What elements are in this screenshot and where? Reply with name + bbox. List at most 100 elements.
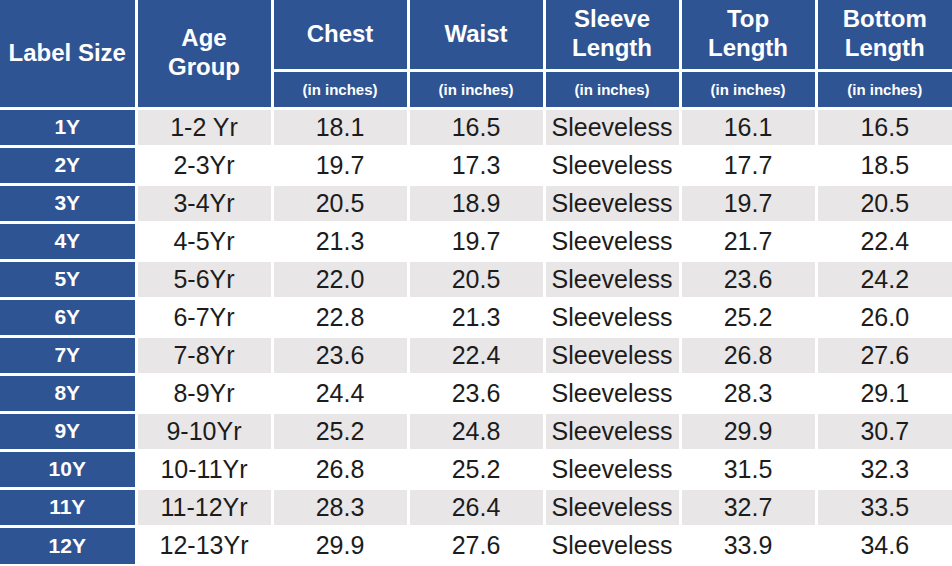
table-row: 1Y 1-2 Yr 18.1 16.5 Sleeveless 16.1 16.5 [0, 108, 952, 146]
sleeve-length-cell: Sleeveless [544, 450, 680, 488]
top-length-cell: 29.9 [680, 412, 816, 450]
label-size-cell: 3Y [0, 184, 136, 222]
label-size-cell: 5Y [0, 260, 136, 298]
bottom-length-cell: 30.7 [816, 412, 952, 450]
chest-cell: 23.6 [272, 336, 408, 374]
chest-cell: 28.3 [272, 488, 408, 526]
label-size-cell: 8Y [0, 374, 136, 412]
column-header-chest: Chest [272, 0, 408, 70]
waist-cell: 24.8 [408, 412, 544, 450]
column-subheader-bottom-length: (in inches) [816, 70, 952, 108]
column-header-top-length: Top Length [680, 0, 816, 70]
table-row: 10Y 10-11Yr 26.8 25.2 Sleeveless 31.5 32… [0, 450, 952, 488]
chest-cell: 18.1 [272, 108, 408, 146]
top-length-cell: 17.7 [680, 146, 816, 184]
chest-cell: 25.2 [272, 412, 408, 450]
top-length-cell: 21.7 [680, 222, 816, 260]
label-size-cell: 12Y [0, 526, 136, 564]
table-body: 1Y 1-2 Yr 18.1 16.5 Sleeveless 16.1 16.5… [0, 108, 952, 564]
label-size-cell: 11Y [0, 488, 136, 526]
table-row: 7Y 7-8Yr 23.6 22.4 Sleeveless 26.8 27.6 [0, 336, 952, 374]
bottom-length-cell: 26.0 [816, 298, 952, 336]
sleeve-length-cell: Sleeveless [544, 374, 680, 412]
column-header-sleeve-length: Sleeve Length [544, 0, 680, 70]
bottom-length-cell: 16.5 [816, 108, 952, 146]
waist-cell: 21.3 [408, 298, 544, 336]
label-size-cell: 1Y [0, 108, 136, 146]
label-size-cell: 9Y [0, 412, 136, 450]
top-length-cell: 31.5 [680, 450, 816, 488]
column-subheader-sleeve-length: (in inches) [544, 70, 680, 108]
top-length-cell: 19.7 [680, 184, 816, 222]
column-header-bottom-length: Bottom Length [816, 0, 952, 70]
chest-cell: 19.7 [272, 146, 408, 184]
sleeve-length-cell: Sleeveless [544, 298, 680, 336]
age-group-cell: 1-2 Yr [136, 108, 272, 146]
age-group-cell: 11-12Yr [136, 488, 272, 526]
bottom-length-cell: 34.6 [816, 526, 952, 564]
bottom-length-cell: 33.5 [816, 488, 952, 526]
top-length-cell: 16.1 [680, 108, 816, 146]
age-group-cell: 9-10Yr [136, 412, 272, 450]
age-group-cell: 4-5Yr [136, 222, 272, 260]
bottom-length-cell: 29.1 [816, 374, 952, 412]
waist-cell: 22.4 [408, 336, 544, 374]
sleeve-length-cell: Sleeveless [544, 108, 680, 146]
chest-cell: 26.8 [272, 450, 408, 488]
table-row: 12Y 12-13Yr 29.9 27.6 Sleeveless 33.9 34… [0, 526, 952, 564]
age-group-cell: 12-13Yr [136, 526, 272, 564]
sleeve-length-cell: Sleeveless [544, 488, 680, 526]
column-header-age-group: Age Group [136, 0, 272, 108]
chest-cell: 22.8 [272, 298, 408, 336]
age-group-cell: 2-3Yr [136, 146, 272, 184]
label-size-cell: 6Y [0, 298, 136, 336]
sleeve-length-cell: Sleeveless [544, 184, 680, 222]
label-size-cell: 10Y [0, 450, 136, 488]
chest-cell: 22.0 [272, 260, 408, 298]
top-length-cell: 23.6 [680, 260, 816, 298]
waist-cell: 17.3 [408, 146, 544, 184]
column-header-label-size: Label Size [0, 0, 136, 108]
label-size-cell: 4Y [0, 222, 136, 260]
label-size-cell: 7Y [0, 336, 136, 374]
bottom-length-cell: 27.6 [816, 336, 952, 374]
column-subheader-waist: (in inches) [408, 70, 544, 108]
label-size-cell: 2Y [0, 146, 136, 184]
chest-cell: 29.9 [272, 526, 408, 564]
table-row: 4Y 4-5Yr 21.3 19.7 Sleeveless 21.7 22.4 [0, 222, 952, 260]
age-group-cell: 6-7Yr [136, 298, 272, 336]
sleeve-length-cell: Sleeveless [544, 526, 680, 564]
waist-cell: 18.9 [408, 184, 544, 222]
sleeve-length-cell: Sleeveless [544, 336, 680, 374]
chest-cell: 24.4 [272, 374, 408, 412]
table-row: 6Y 6-7Yr 22.8 21.3 Sleeveless 25.2 26.0 [0, 298, 952, 336]
top-length-cell: 26.8 [680, 336, 816, 374]
chest-cell: 20.5 [272, 184, 408, 222]
sleeve-length-cell: Sleeveless [544, 412, 680, 450]
table-row: 9Y 9-10Yr 25.2 24.8 Sleeveless 29.9 30.7 [0, 412, 952, 450]
age-group-cell: 10-11Yr [136, 450, 272, 488]
top-length-cell: 32.7 [680, 488, 816, 526]
bottom-length-cell: 20.5 [816, 184, 952, 222]
age-group-cell: 7-8Yr [136, 336, 272, 374]
header-row: Label Size Age Group Chest Waist Sleeve … [0, 0, 952, 70]
top-length-cell: 33.9 [680, 526, 816, 564]
column-subheader-chest: (in inches) [272, 70, 408, 108]
waist-cell: 25.2 [408, 450, 544, 488]
waist-cell: 16.5 [408, 108, 544, 146]
sleeve-length-cell: Sleeveless [544, 222, 680, 260]
waist-cell: 27.6 [408, 526, 544, 564]
top-length-cell: 25.2 [680, 298, 816, 336]
bottom-length-cell: 22.4 [816, 222, 952, 260]
table-row: 5Y 5-6Yr 22.0 20.5 Sleeveless 23.6 24.2 [0, 260, 952, 298]
age-group-cell: 5-6Yr [136, 260, 272, 298]
column-header-waist: Waist [408, 0, 544, 70]
age-group-cell: 8-9Yr [136, 374, 272, 412]
size-chart-table: Label Size Age Group Chest Waist Sleeve … [0, 0, 952, 564]
bottom-length-cell: 24.2 [816, 260, 952, 298]
sleeve-length-cell: Sleeveless [544, 146, 680, 184]
table-row: 11Y 11-12Yr 28.3 26.4 Sleeveless 32.7 33… [0, 488, 952, 526]
top-length-cell: 28.3 [680, 374, 816, 412]
chest-cell: 21.3 [272, 222, 408, 260]
table-row: 8Y 8-9Yr 24.4 23.6 Sleeveless 28.3 29.1 [0, 374, 952, 412]
